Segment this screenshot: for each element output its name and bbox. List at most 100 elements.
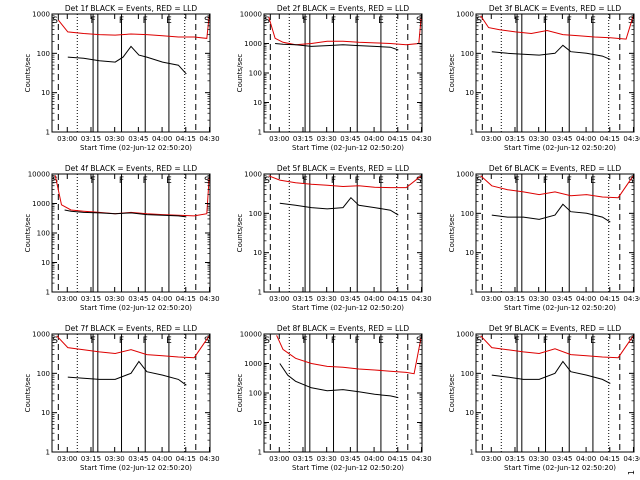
marker-label-f: F xyxy=(143,336,148,346)
x-tick-label: 03:45 xyxy=(128,135,148,143)
marker-label-s: S xyxy=(264,16,270,26)
marker-label-s: S xyxy=(628,336,634,346)
x-tick-label: 04:15 xyxy=(600,135,620,143)
marker-label-f: F xyxy=(543,336,548,346)
y-tick-label: 1 xyxy=(258,449,262,457)
y-tick-label: 1 xyxy=(258,289,262,297)
y-tick-label: 10 xyxy=(465,89,474,97)
marker-label-f: F xyxy=(331,16,336,26)
marker-label-f: F xyxy=(567,176,572,186)
marker-label-s: S xyxy=(52,336,58,346)
x-tick-label: 04:15 xyxy=(600,295,620,303)
y-axis-label: Counts/sec xyxy=(236,374,244,413)
series-line-lld xyxy=(268,175,422,189)
x-tick-label: 04:00 xyxy=(576,455,596,463)
marker-label-f: F xyxy=(90,176,95,186)
series-line-lld xyxy=(276,335,422,375)
x-tick-label: 03:45 xyxy=(128,295,148,303)
y-tick-label: 100 xyxy=(461,370,474,378)
marker-label-f: F xyxy=(355,176,360,186)
y-tick-label: 10 xyxy=(41,259,50,267)
y-axis-label: Counts/sec xyxy=(24,54,32,93)
series-line-events xyxy=(279,196,399,216)
y-tick-label: 100 xyxy=(249,210,262,218)
panel-title: Det 6f BLACK = Events, RED = LLD xyxy=(489,164,622,173)
y-tick-label: 10 xyxy=(253,249,262,257)
x-tick-label: 03:15 xyxy=(293,455,313,463)
panel-det-3: Det 3f BLACK = Events, RED = LLD S F F F E S 1 1… xyxy=(448,4,640,152)
y-tick-label: 1000 xyxy=(32,331,50,339)
panel-det-4: Det 4f BLACK = Events, RED = LLD S F F F E S 1 1… xyxy=(24,164,220,312)
series-line-events xyxy=(275,43,399,51)
x-tick-label: 04:00 xyxy=(576,295,596,303)
marker-label-f: F xyxy=(514,336,519,346)
marker-label-e: E xyxy=(378,176,384,186)
marker-label-f: F xyxy=(143,176,148,186)
marker-label-e: E xyxy=(378,336,384,346)
y-tick-label: 1 xyxy=(46,449,50,457)
y-tick-label: 1000 xyxy=(244,360,262,368)
panel-title: Det 7f BLACK = Events, RED = LLD xyxy=(65,324,198,333)
series-line-events xyxy=(491,203,611,223)
panel-det-7: Det 7f BLACK = Events, RED = LLD S F F F E S 1 1… xyxy=(24,324,220,472)
x-tick-label: 03:00 xyxy=(269,455,289,463)
marker-label-f: F xyxy=(302,176,307,186)
x-tick-label: 03:30 xyxy=(105,455,125,463)
x-tick-label: 03:45 xyxy=(340,455,360,463)
y-tick-label: 100 xyxy=(37,50,50,58)
x-tick-label: 04:15 xyxy=(388,135,408,143)
x-tick-label: 03:45 xyxy=(340,135,360,143)
y-tick-label: 100 xyxy=(461,210,474,218)
x-tick-label: 03:45 xyxy=(552,455,572,463)
marker-label-f: F xyxy=(355,336,360,346)
marker-label-s: S xyxy=(476,176,482,186)
marker-label-f: F xyxy=(90,16,95,26)
series-line-lld xyxy=(57,15,210,39)
x-tick-label: 03:15 xyxy=(81,455,101,463)
y-tick-label: 1 xyxy=(258,129,262,137)
marker-label-s: S xyxy=(52,176,58,186)
marker-label-e: E xyxy=(166,176,172,186)
y-axis-label: Counts/sec xyxy=(24,214,32,253)
marker-label-s: S xyxy=(416,336,422,346)
marker-label-f: F xyxy=(119,16,124,26)
panel-title: Det 8f BLACK = Events, RED = LLD xyxy=(277,324,410,333)
x-tick-label: 03:15 xyxy=(505,135,525,143)
y-tick-label: 10000 xyxy=(28,171,50,179)
x-axis-label: Start Time (02-Jun-12 02:50:20) xyxy=(80,304,192,312)
x-tick-label: 03:15 xyxy=(293,135,313,143)
y-tick-label: 1 xyxy=(470,449,474,457)
x-tick-label: 03:15 xyxy=(81,295,101,303)
marker-label-f: F xyxy=(302,336,307,346)
marker-label-s: S xyxy=(628,176,634,186)
marker-label-f: F xyxy=(543,176,548,186)
series-line-events xyxy=(67,360,187,386)
x-tick-label: 04:00 xyxy=(576,135,596,143)
page-number: 1 xyxy=(627,470,636,475)
x-tick-label: 03:15 xyxy=(505,455,525,463)
marker-label-e: E xyxy=(378,16,384,26)
x-axis-label: Start Time (02-Jun-12 02:50:20) xyxy=(504,464,616,472)
marker-label-s: S xyxy=(264,176,270,186)
x-tick-label: 04:15 xyxy=(176,135,196,143)
marker-label-f: F xyxy=(119,336,124,346)
marker-label-s: S xyxy=(204,16,210,26)
x-tick-label: 03:30 xyxy=(529,455,549,463)
y-tick-label: 1 xyxy=(470,129,474,137)
marker-label-s: S xyxy=(628,16,634,26)
y-tick-label: 100 xyxy=(249,70,262,78)
y-tick-label: 1 xyxy=(46,289,50,297)
x-tick-label: 04:00 xyxy=(364,455,384,463)
x-tick-label: 03:00 xyxy=(481,295,501,303)
y-tick-label: 100 xyxy=(37,230,50,238)
x-tick-label: 04:30 xyxy=(623,135,640,143)
x-tick-label: 04:00 xyxy=(152,295,172,303)
y-tick-label: 10000 xyxy=(240,11,262,19)
y-tick-label: 1000 xyxy=(244,40,262,48)
x-tick-label: 03:30 xyxy=(105,295,125,303)
series-line-events xyxy=(279,363,399,399)
y-tick-label: 10 xyxy=(465,409,474,417)
x-tick-label: 03:00 xyxy=(481,135,501,143)
y-tick-label: 10 xyxy=(253,99,262,107)
